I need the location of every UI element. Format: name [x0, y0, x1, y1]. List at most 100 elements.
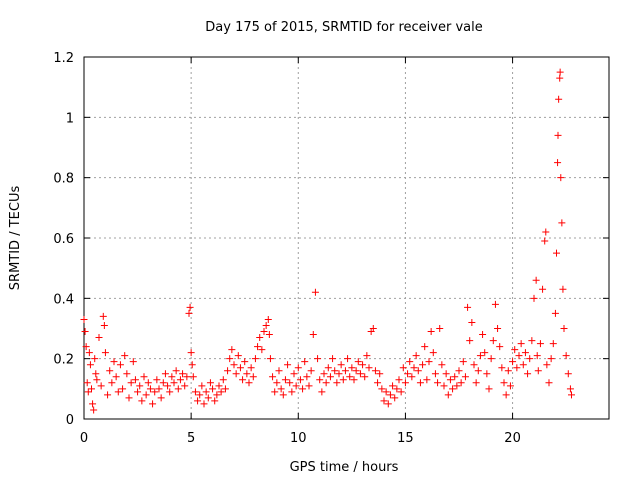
data-point: [470, 361, 478, 369]
data-point: [324, 364, 332, 372]
data-point: [406, 358, 414, 366]
data-point: [337, 361, 345, 369]
data-point: [183, 373, 191, 381]
y-tick-label: 1: [66, 111, 74, 126]
data-point: [88, 385, 95, 393]
data-point: [425, 358, 433, 366]
data-point: [380, 397, 388, 405]
x-tick-label: 5: [187, 431, 195, 446]
data-point: [121, 352, 129, 360]
data-point: [476, 352, 484, 360]
data-point: [245, 379, 253, 387]
data-point: [461, 373, 469, 381]
data-point: [196, 391, 204, 399]
data-point: [551, 309, 559, 317]
data-point: [453, 382, 461, 390]
data-point: [286, 379, 294, 387]
data-point: [202, 388, 210, 396]
data-point: [206, 379, 214, 387]
data-point: [344, 355, 352, 363]
data-point: [129, 358, 137, 366]
data-point: [539, 285, 547, 293]
data-point: [230, 361, 238, 369]
data-point: [179, 370, 187, 378]
data-point: [123, 370, 131, 378]
data-point: [303, 373, 311, 381]
data-point: [429, 349, 437, 357]
data-point: [419, 361, 427, 369]
data-point: [149, 400, 157, 408]
data-point: [436, 325, 444, 332]
data-point: [260, 328, 268, 336]
data-point: [100, 321, 108, 329]
data-point: [172, 367, 180, 375]
data-point: [504, 367, 512, 375]
data-point: [559, 285, 567, 293]
data-point: [459, 358, 467, 366]
data-point: [279, 391, 287, 399]
data-point: [556, 74, 564, 82]
data-point: [481, 349, 489, 357]
data-point: [389, 382, 397, 390]
y-tick-label: 0.2: [53, 353, 74, 368]
data-point: [81, 328, 89, 336]
data-point: [140, 373, 148, 381]
data-point: [318, 388, 326, 396]
data-point: [521, 349, 529, 357]
data-point: [93, 376, 101, 384]
data-point: [515, 352, 523, 360]
data-point: [194, 397, 202, 405]
data-point: [455, 367, 463, 375]
data-point: [153, 376, 161, 384]
data-point: [446, 376, 454, 384]
data-point: [536, 340, 544, 348]
data-point: [399, 364, 407, 372]
data-point: [217, 388, 225, 396]
data-point: [533, 352, 541, 360]
data-point: [234, 352, 242, 360]
data-point: [299, 385, 307, 393]
data-point: [541, 237, 549, 245]
data-point: [296, 376, 304, 384]
data-point: [542, 228, 550, 236]
data-point: [159, 379, 167, 387]
data-point: [89, 400, 97, 408]
data-point: [553, 249, 560, 257]
data-point: [354, 358, 362, 366]
data-point: [414, 367, 422, 375]
data-point: [213, 391, 221, 399]
data-point: [568, 391, 575, 399]
data-point: [239, 376, 247, 384]
data-point: [545, 379, 553, 387]
data-point: [209, 385, 217, 393]
data-point: [489, 337, 497, 345]
data-point: [427, 328, 435, 336]
data-point: [92, 370, 100, 378]
data-point: [221, 385, 229, 393]
data-point: [236, 364, 244, 372]
data-point: [266, 355, 274, 363]
data-point: [404, 370, 412, 378]
x-tick-label: 10: [290, 431, 307, 446]
data-point: [91, 355, 99, 363]
x-axis-ticks: 0 5 10 15 20: [80, 57, 521, 446]
data-point: [547, 355, 555, 363]
data-point: [556, 68, 564, 76]
data-point: [112, 373, 120, 381]
data-point: [168, 373, 176, 381]
data-point: [566, 385, 574, 393]
y-tick-label: 0.8: [53, 172, 74, 187]
data-point: [466, 337, 474, 345]
data-point: [116, 361, 124, 369]
data-point: [416, 379, 424, 387]
data-point: [101, 349, 109, 357]
data-point: [189, 373, 197, 381]
data-point: [346, 373, 354, 381]
data-point: [99, 312, 107, 320]
data-point: [331, 367, 339, 375]
data-point: [264, 315, 272, 323]
data-point: [348, 364, 356, 372]
data-point: [502, 391, 510, 399]
data-point: [281, 376, 289, 384]
data-point: [181, 382, 189, 390]
